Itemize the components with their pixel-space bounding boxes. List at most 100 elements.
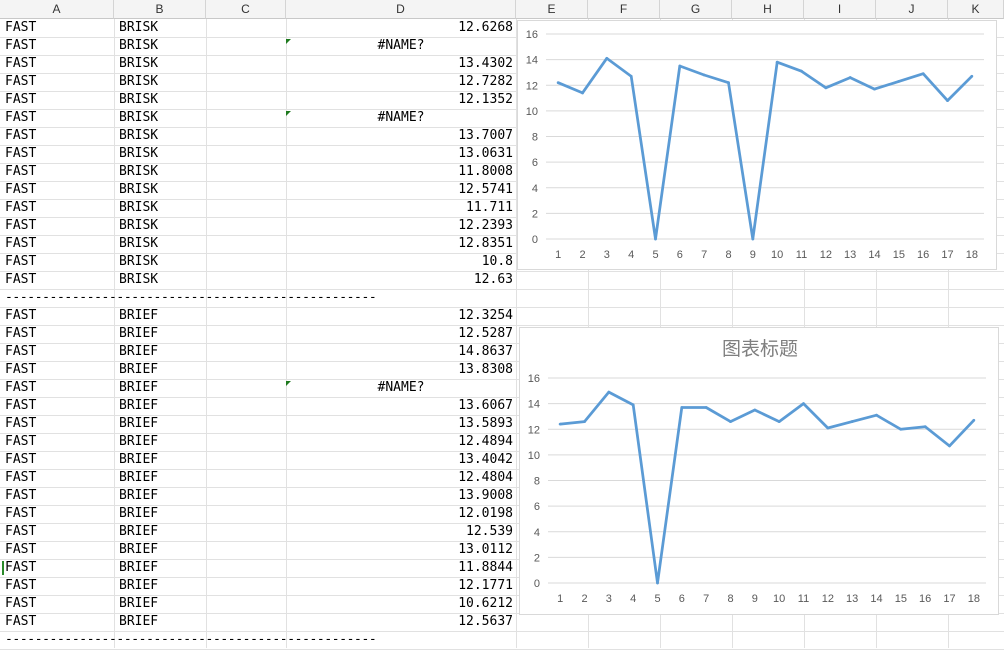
cell-a[interactable]: FAST xyxy=(5,164,37,179)
cell-d[interactable]: 12.4894 xyxy=(458,434,513,449)
cell-d-error[interactable]: #NAME? xyxy=(377,380,425,395)
series-line[interactable] xyxy=(557,56,973,241)
data-point[interactable] xyxy=(556,81,560,85)
column-header-c[interactable]: C xyxy=(206,0,286,19)
cell-d[interactable]: 13.4302 xyxy=(458,56,513,71)
cell-a[interactable]: FAST xyxy=(5,308,37,323)
cell-a[interactable]: FAST xyxy=(5,182,37,197)
line-chart-brisk[interactable]: 0 2 4 6 8 10 12 14 16 1 2 3 4 5 6 7 8 9 10 11 12 13 14 15 16 17 18 xyxy=(517,20,997,270)
data-point[interactable] xyxy=(654,237,657,241)
cell-b[interactable]: BRIEF xyxy=(119,614,159,629)
cell-b[interactable]: BRISK xyxy=(119,200,159,215)
cell-d[interactable]: 10.6212 xyxy=(458,596,513,611)
cell-a[interactable]: FAST xyxy=(5,524,37,539)
cell-d[interactable]: 11.8844 xyxy=(458,560,513,575)
cell-a[interactable]: FAST xyxy=(5,470,37,485)
cell-b[interactable]: BRISK xyxy=(119,74,159,89)
cell-a[interactable]: FAST xyxy=(5,128,37,143)
data-point[interactable] xyxy=(899,427,903,431)
column-header-i[interactable]: I xyxy=(804,0,876,19)
data-point[interactable] xyxy=(948,444,951,448)
cell-d[interactable]: 12.0198 xyxy=(458,506,513,521)
data-point[interactable] xyxy=(921,72,925,76)
cell-d[interactable]: 12.7282 xyxy=(458,74,513,89)
data-point[interactable] xyxy=(800,69,803,73)
cell-a[interactable]: FAST xyxy=(5,74,37,89)
column-header-a[interactable]: A xyxy=(0,0,114,19)
cell-a[interactable]: FAST xyxy=(5,344,37,359)
cell-b[interactable]: BRISK xyxy=(119,182,159,197)
data-point[interactable] xyxy=(558,422,562,426)
cell-b[interactable]: BRIEF xyxy=(119,362,159,377)
cell-b[interactable]: BRIEF xyxy=(119,452,159,467)
data-point[interactable] xyxy=(775,60,779,64)
cell-b[interactable]: BRIEF xyxy=(119,308,159,323)
separator-cell[interactable]: ----------------------------------------… xyxy=(5,632,377,647)
cell-b[interactable]: BRISK xyxy=(119,254,159,269)
cell-a[interactable]: FAST xyxy=(5,380,37,395)
data-point[interactable] xyxy=(970,74,974,78)
column-header-d[interactable]: D xyxy=(286,0,516,19)
column-header-f[interactable]: F xyxy=(588,0,660,19)
column-header-b[interactable]: B xyxy=(114,0,206,19)
cell-d[interactable]: 12.3254 xyxy=(458,308,513,323)
cell-a[interactable]: FAST xyxy=(5,362,37,377)
cell-a[interactable]: FAST xyxy=(5,596,37,611)
cell-b[interactable]: BRIEF xyxy=(119,524,159,539)
series-line[interactable] xyxy=(560,390,975,585)
cell-d[interactable]: 12.5287 xyxy=(458,326,513,341)
cell-d[interactable]: 12.8351 xyxy=(458,236,513,251)
cell-a[interactable]: FAST xyxy=(5,560,37,575)
separator-cell[interactable]: ----------------------------------------… xyxy=(5,290,377,305)
cell-a[interactable]: FAST xyxy=(5,488,37,503)
cell-a[interactable]: FAST xyxy=(5,434,37,449)
data-point[interactable] xyxy=(946,99,949,103)
data-point[interactable] xyxy=(777,420,781,423)
data-point[interactable] xyxy=(875,413,878,417)
cell-d[interactable]: 13.0631 xyxy=(458,146,513,161)
cell-d[interactable]: 12.63 xyxy=(473,272,513,287)
cell-a[interactable]: FAST xyxy=(5,38,37,53)
data-point[interactable] xyxy=(581,91,584,95)
cell-a[interactable]: FAST xyxy=(5,578,37,593)
cell-a[interactable]: FAST xyxy=(5,416,37,431)
data-point[interactable] xyxy=(605,56,609,60)
data-point[interactable] xyxy=(972,418,976,422)
data-point[interactable] xyxy=(727,81,730,85)
cell-b[interactable]: BRIEF xyxy=(119,380,159,395)
cell-a[interactable]: FAST xyxy=(5,398,37,413)
data-point[interactable] xyxy=(583,420,586,423)
cell-b[interactable]: BRIEF xyxy=(119,326,159,341)
column-header-j[interactable]: J xyxy=(876,0,948,19)
cell-d-error[interactable]: #NAME? xyxy=(377,110,425,125)
cell-d[interactable]: 13.5893 xyxy=(458,416,513,431)
data-point[interactable] xyxy=(824,86,828,90)
data-point[interactable] xyxy=(897,80,901,83)
cell-b[interactable]: BRISK xyxy=(119,38,159,53)
cell-d[interactable]: 12.2393 xyxy=(458,218,513,233)
cell-d[interactable]: 13.6067 xyxy=(458,398,513,413)
data-point[interactable] xyxy=(629,74,633,78)
cell-a[interactable]: FAST xyxy=(5,92,37,107)
cell-d[interactable]: 14.8637 xyxy=(458,344,513,359)
cell-b[interactable]: BRIEF xyxy=(119,434,159,449)
data-point[interactable] xyxy=(729,420,732,423)
cell-a[interactable]: FAST xyxy=(5,452,37,467)
cell-d[interactable]: 13.7007 xyxy=(458,128,513,143)
cell-b[interactable]: BRISK xyxy=(119,218,159,233)
cell-b[interactable]: BRISK xyxy=(119,56,159,71)
data-point[interactable] xyxy=(702,73,706,77)
cell-b[interactable]: BRISK xyxy=(119,110,159,125)
cell-a[interactable]: FAST xyxy=(5,614,37,629)
cell-b[interactable]: BRIEF xyxy=(119,488,159,503)
cell-d[interactable]: 12.4804 xyxy=(458,470,513,485)
data-point[interactable] xyxy=(923,425,927,429)
cell-b[interactable]: BRIEF xyxy=(119,470,159,485)
cell-d[interactable]: 13.0112 xyxy=(458,542,513,557)
data-point[interactable] xyxy=(848,76,852,79)
cell-d[interactable]: 13.8308 xyxy=(458,362,513,377)
cell-b[interactable]: BRISK xyxy=(119,164,159,179)
cell-d[interactable]: 12.539 xyxy=(466,524,513,539)
data-point[interactable] xyxy=(607,390,611,394)
cell-d-error[interactable]: #NAME? xyxy=(377,38,425,53)
